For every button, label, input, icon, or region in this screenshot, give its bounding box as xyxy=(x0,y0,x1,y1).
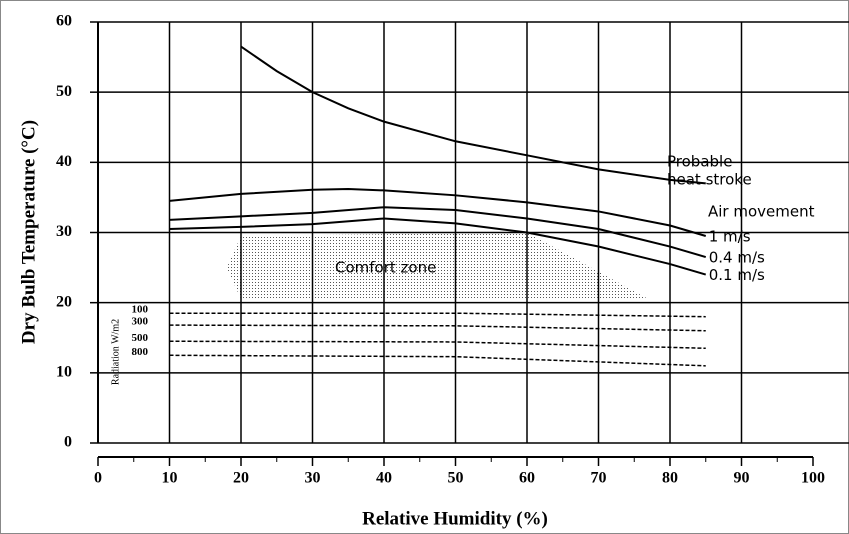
annotation: heat stroke xyxy=(667,171,752,189)
series-line xyxy=(169,324,706,332)
series-label: 100 xyxy=(132,304,149,316)
y-tick-label: 0 xyxy=(64,434,72,451)
x-tick-label: 70 xyxy=(591,470,607,487)
y-tick-label: 40 xyxy=(56,153,72,170)
x-tick-label: 50 xyxy=(448,470,464,487)
x-tick-label: 100 xyxy=(801,470,825,487)
series-label: 500 xyxy=(132,332,149,344)
series-line xyxy=(169,187,707,237)
annotation: Radiation W/m2 xyxy=(110,319,121,385)
series-label: 0.4 m/s xyxy=(709,249,765,267)
x-axis-label: Relative Humidity (%) xyxy=(362,508,548,529)
x-tick-label: 30 xyxy=(305,470,321,487)
series-label: 300 xyxy=(132,316,149,328)
series-line xyxy=(169,354,706,367)
annotation: Air movement xyxy=(708,203,815,221)
y-axis-label: Dry Bulb Temperature (°C) xyxy=(18,120,39,344)
series-label: 0.1 m/s xyxy=(709,266,765,284)
series-line xyxy=(169,340,706,350)
x-tick-label: 60 xyxy=(519,470,535,487)
comfort-zone-label: Comfort zone xyxy=(335,259,436,277)
series-line xyxy=(169,312,706,318)
y-tick-label: 50 xyxy=(56,83,72,100)
x-tick-label: 40 xyxy=(376,470,392,487)
y-tick-label: 20 xyxy=(56,293,72,310)
y-tick-label: 60 xyxy=(56,13,72,30)
series-label: 800 xyxy=(132,346,149,358)
comfort-zone xyxy=(226,232,649,300)
series-line xyxy=(169,206,707,259)
y-tick-label: 30 xyxy=(56,223,72,240)
annotation: Probable xyxy=(667,153,732,171)
series-label: 1 m/s xyxy=(709,228,751,246)
series-line xyxy=(240,45,706,185)
x-tick-label: 0 xyxy=(94,470,102,487)
x-tick-label: 90 xyxy=(734,470,750,487)
y-tick-label: 10 xyxy=(56,364,72,381)
x-tick-label: 10 xyxy=(162,470,178,487)
x-tick-label: 20 xyxy=(233,470,249,487)
series-line xyxy=(169,217,707,276)
x-tick-label: 80 xyxy=(662,470,678,487)
